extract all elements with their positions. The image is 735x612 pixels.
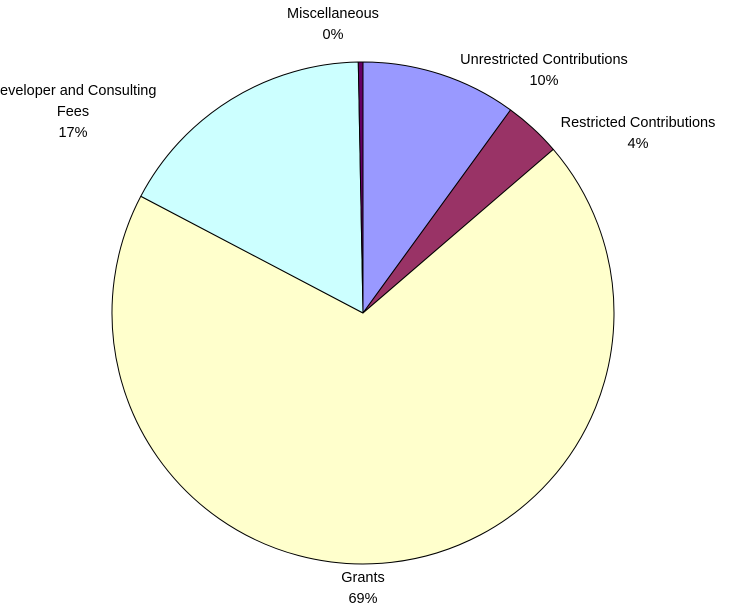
slice-percent: 17% [58, 125, 87, 141]
slice-percent: 69% [348, 591, 377, 607]
pie-slice-grants [111, 148, 615, 565]
slice-label-developer-and-consulting-fees: Developer and Consulting Fees 17% [0, 83, 156, 141]
slice-name: Miscellaneous [287, 6, 379, 22]
slice-percent: 4% [628, 136, 649, 152]
slice-percent: 10% [529, 73, 558, 89]
slice-name: Fees [57, 104, 89, 120]
pie-slice-miscellaneous [357, 61, 364, 314]
slice-name: Restricted Contributions [561, 115, 716, 131]
slice-label-restricted-contributions: Restricted Contributions 4% [561, 115, 716, 152]
slice-name: Developer and Consulting [0, 83, 156, 99]
slice-name: Unrestricted Contributions [460, 52, 628, 68]
slice-name: Grants [341, 570, 385, 586]
pie-slice-unrestricted-contributions [362, 61, 512, 314]
slice-label-unrestricted-contributions: Unrestricted Contributions 10% [460, 52, 628, 89]
pie-labels: Unrestricted Contributions 10% Restricted … [0, 6, 715, 607]
slice-percent: 0% [323, 27, 344, 43]
pie-slice-developer-and-consulting-fees [140, 61, 364, 314]
slice-label-miscellaneous: Miscellaneous 0% [287, 6, 379, 43]
pie-slices [111, 61, 615, 565]
slice-label-grants: Grants 69% [341, 570, 385, 607]
